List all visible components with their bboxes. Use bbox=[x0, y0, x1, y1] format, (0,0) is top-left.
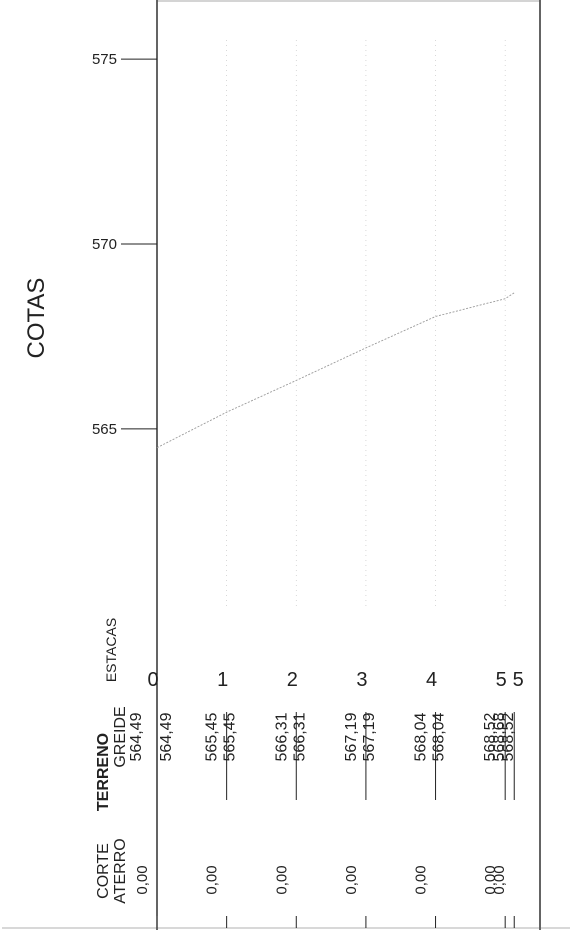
greide-value: 566,31 bbox=[291, 712, 308, 761]
station-label: 0 bbox=[147, 669, 158, 691]
profile-line bbox=[156, 292, 515, 449]
y-tick-label: 575 bbox=[92, 51, 117, 68]
corte-aterro-value: 0,00 bbox=[491, 865, 508, 894]
corte-aterro-value: 0,00 bbox=[413, 865, 430, 894]
y-axis-title: COTAS bbox=[23, 278, 50, 359]
station-label: 3 bbox=[356, 669, 367, 691]
row-label-terreno: TERRENO bbox=[95, 733, 112, 811]
greide-value: 568,04 bbox=[431, 712, 448, 761]
terreno-value: 564,49 bbox=[158, 712, 175, 761]
greide-value: 568,52 bbox=[500, 712, 517, 761]
greide-value: 565,45 bbox=[222, 712, 239, 761]
terreno-value: 568,04 bbox=[413, 712, 430, 761]
station-label: 5 bbox=[513, 669, 524, 691]
terreno-value: 567,19 bbox=[343, 712, 360, 761]
row-label-greide: GREIDE bbox=[112, 706, 129, 767]
y-tick-label: 570 bbox=[92, 236, 117, 253]
corte-aterro-value: 0,00 bbox=[204, 865, 221, 894]
greide-value: 564,49 bbox=[128, 712, 145, 761]
terreno-value: 568,52 bbox=[482, 712, 499, 761]
corte-aterro-value: 0,00 bbox=[343, 865, 360, 894]
terreno-value: 566,31 bbox=[273, 712, 290, 761]
terrain-profile bbox=[156, 292, 515, 449]
station-label: 2 bbox=[287, 669, 298, 691]
station-label: 4 bbox=[426, 669, 437, 691]
row-label-corte: CORTE bbox=[95, 843, 112, 899]
y-axis-ticks: 575 570 565 bbox=[92, 51, 157, 438]
terreno-value: 565,45 bbox=[204, 712, 221, 761]
row-label-estacas: ESTACAS bbox=[103, 618, 119, 682]
corte-aterro-value: 0,00 bbox=[482, 865, 499, 894]
row-label-aterro: ATERRO bbox=[112, 838, 129, 903]
y-tick-label: 565 bbox=[92, 421, 117, 438]
corte-aterro-value: 0,00 bbox=[273, 865, 290, 894]
terreno-value: 568,68 bbox=[491, 712, 508, 761]
greide-value: 567,19 bbox=[361, 712, 378, 761]
station-label: 5 bbox=[496, 669, 507, 691]
station-gridlines bbox=[226, 40, 506, 610]
corte-aterro-value: 0,00 bbox=[134, 865, 151, 894]
station-label: 1 bbox=[217, 669, 228, 691]
